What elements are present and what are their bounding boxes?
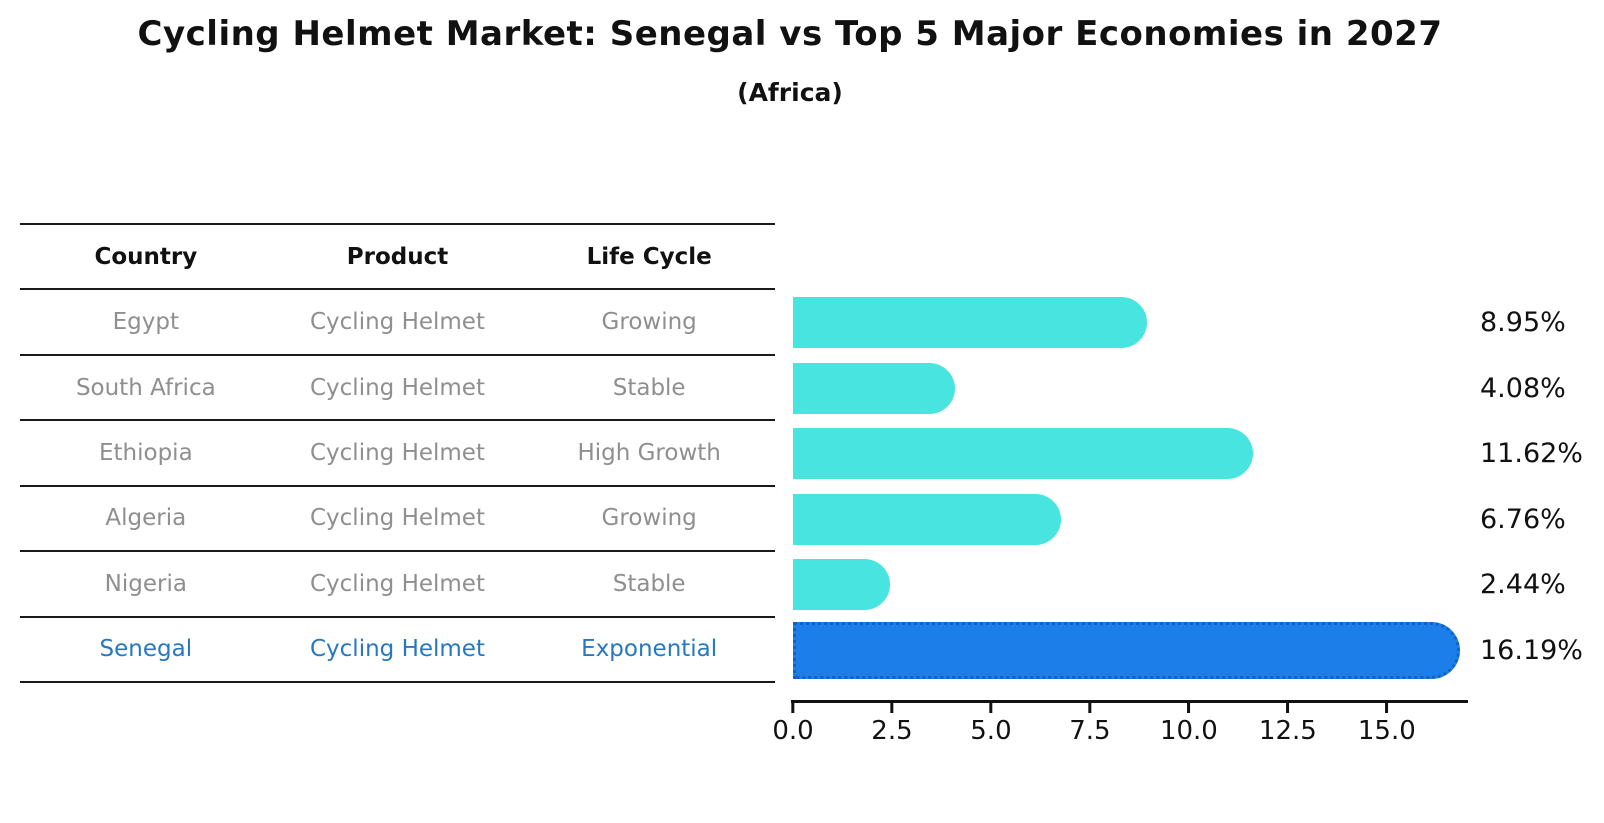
bar-south-africa — [793, 362, 955, 414]
column-header-country: Country — [94, 243, 198, 270]
bar-chart — [793, 290, 1468, 683]
x-tick-label: 7.5 — [1069, 716, 1111, 746]
cell-country: Ethiopia — [98, 439, 193, 466]
cell-product: Cycling Helmet — [309, 374, 485, 401]
value-label-algeria: 6.76% — [1480, 503, 1566, 535]
x-tick: 12.5 — [1259, 703, 1317, 746]
chart-subtitle: (Africa) — [737, 78, 843, 107]
x-tick-mark — [1385, 703, 1389, 713]
bar-ethiopia — [793, 428, 1254, 480]
x-tick-mark — [989, 703, 993, 713]
table-row-senegal: Senegal Cycling Helmet Exponential — [20, 618, 775, 683]
x-tick: 7.5 — [1069, 703, 1111, 746]
cell-lifecycle: Exponential — [581, 636, 718, 663]
x-tick: 2.5 — [871, 703, 913, 746]
cell-country: Algeria — [105, 505, 187, 532]
x-tick-label: 12.5 — [1258, 716, 1317, 746]
table-row-south-africa: South Africa Cycling Helmet Stable — [20, 356, 775, 422]
table-row-algeria: Algeria Cycling Helmet Growing — [20, 487, 775, 553]
x-tick-mark — [1088, 703, 1092, 713]
value-labels: 8.95% 4.08% 11.62% 6.76% 2.44% 16.19% — [1480, 290, 1604, 683]
table-row-ethiopia: Ethiopia Cycling Helmet High Growth — [20, 421, 775, 487]
cell-lifecycle: Growing — [601, 505, 697, 532]
cell-lifecycle: Growing — [601, 309, 697, 336]
x-tick-mark — [890, 703, 894, 713]
bar-nigeria — [793, 559, 890, 611]
column-header-product: Product — [346, 243, 449, 270]
cell-lifecycle: Stable — [612, 570, 686, 597]
x-axis-line — [791, 700, 1468, 703]
cell-product: Cycling Helmet — [309, 636, 485, 663]
cell-country: Egypt — [112, 309, 180, 336]
x-tick-label: 5.0 — [970, 716, 1012, 746]
x-tick-label: 10.0 — [1159, 716, 1218, 746]
x-tick-mark — [1286, 703, 1290, 713]
x-tick-mark — [1187, 703, 1191, 713]
bar-egypt — [793, 297, 1148, 349]
cell-country: South Africa — [75, 374, 216, 401]
value-label-senegal: 16.19% — [1480, 634, 1583, 666]
cell-product: Cycling Helmet — [309, 570, 485, 597]
table-header-row: Country Product Life Cycle — [20, 223, 775, 291]
column-header-lifecycle: Life Cycle — [586, 243, 712, 270]
cell-country: Senegal — [99, 636, 193, 663]
x-tick: 10.0 — [1160, 703, 1218, 746]
cell-lifecycle: High Growth — [577, 439, 721, 466]
value-label-egypt: 8.95% — [1480, 307, 1566, 339]
table-row-nigeria: Nigeria Cycling Helmet Stable — [20, 552, 775, 618]
cell-country: Nigeria — [104, 570, 187, 597]
x-tick-mark — [791, 703, 795, 713]
x-tick: 0.0 — [772, 703, 814, 746]
cell-product: Cycling Helmet — [309, 505, 485, 532]
x-axis-ticks: 0.0 2.5 5.0 7.5 10.0 12.5 15.0 — [772, 703, 1468, 748]
value-label-ethiopia: 11.62% — [1480, 438, 1583, 470]
x-tick-label: 15.0 — [1357, 716, 1416, 746]
x-tick: 5.0 — [970, 703, 1012, 746]
x-tick: 15.0 — [1358, 703, 1416, 746]
data-table: Country Product Life Cycle Egypt Cycling… — [20, 223, 775, 683]
x-tick-label: 2.5 — [871, 716, 913, 746]
cell-product: Cycling Helmet — [309, 439, 485, 466]
table-row-egypt: Egypt Cycling Helmet Growing — [20, 290, 775, 356]
value-label-nigeria: 2.44% — [1480, 569, 1566, 601]
cell-product: Cycling Helmet — [309, 309, 485, 336]
value-label-south-africa: 4.08% — [1480, 372, 1566, 404]
cell-lifecycle: Stable — [612, 374, 686, 401]
bar-algeria — [793, 493, 1061, 545]
bar-senegal — [793, 621, 1460, 679]
chart-title: Cycling Helmet Market: Senegal vs Top 5 … — [137, 14, 1443, 54]
x-tick-label: 0.0 — [772, 716, 814, 746]
